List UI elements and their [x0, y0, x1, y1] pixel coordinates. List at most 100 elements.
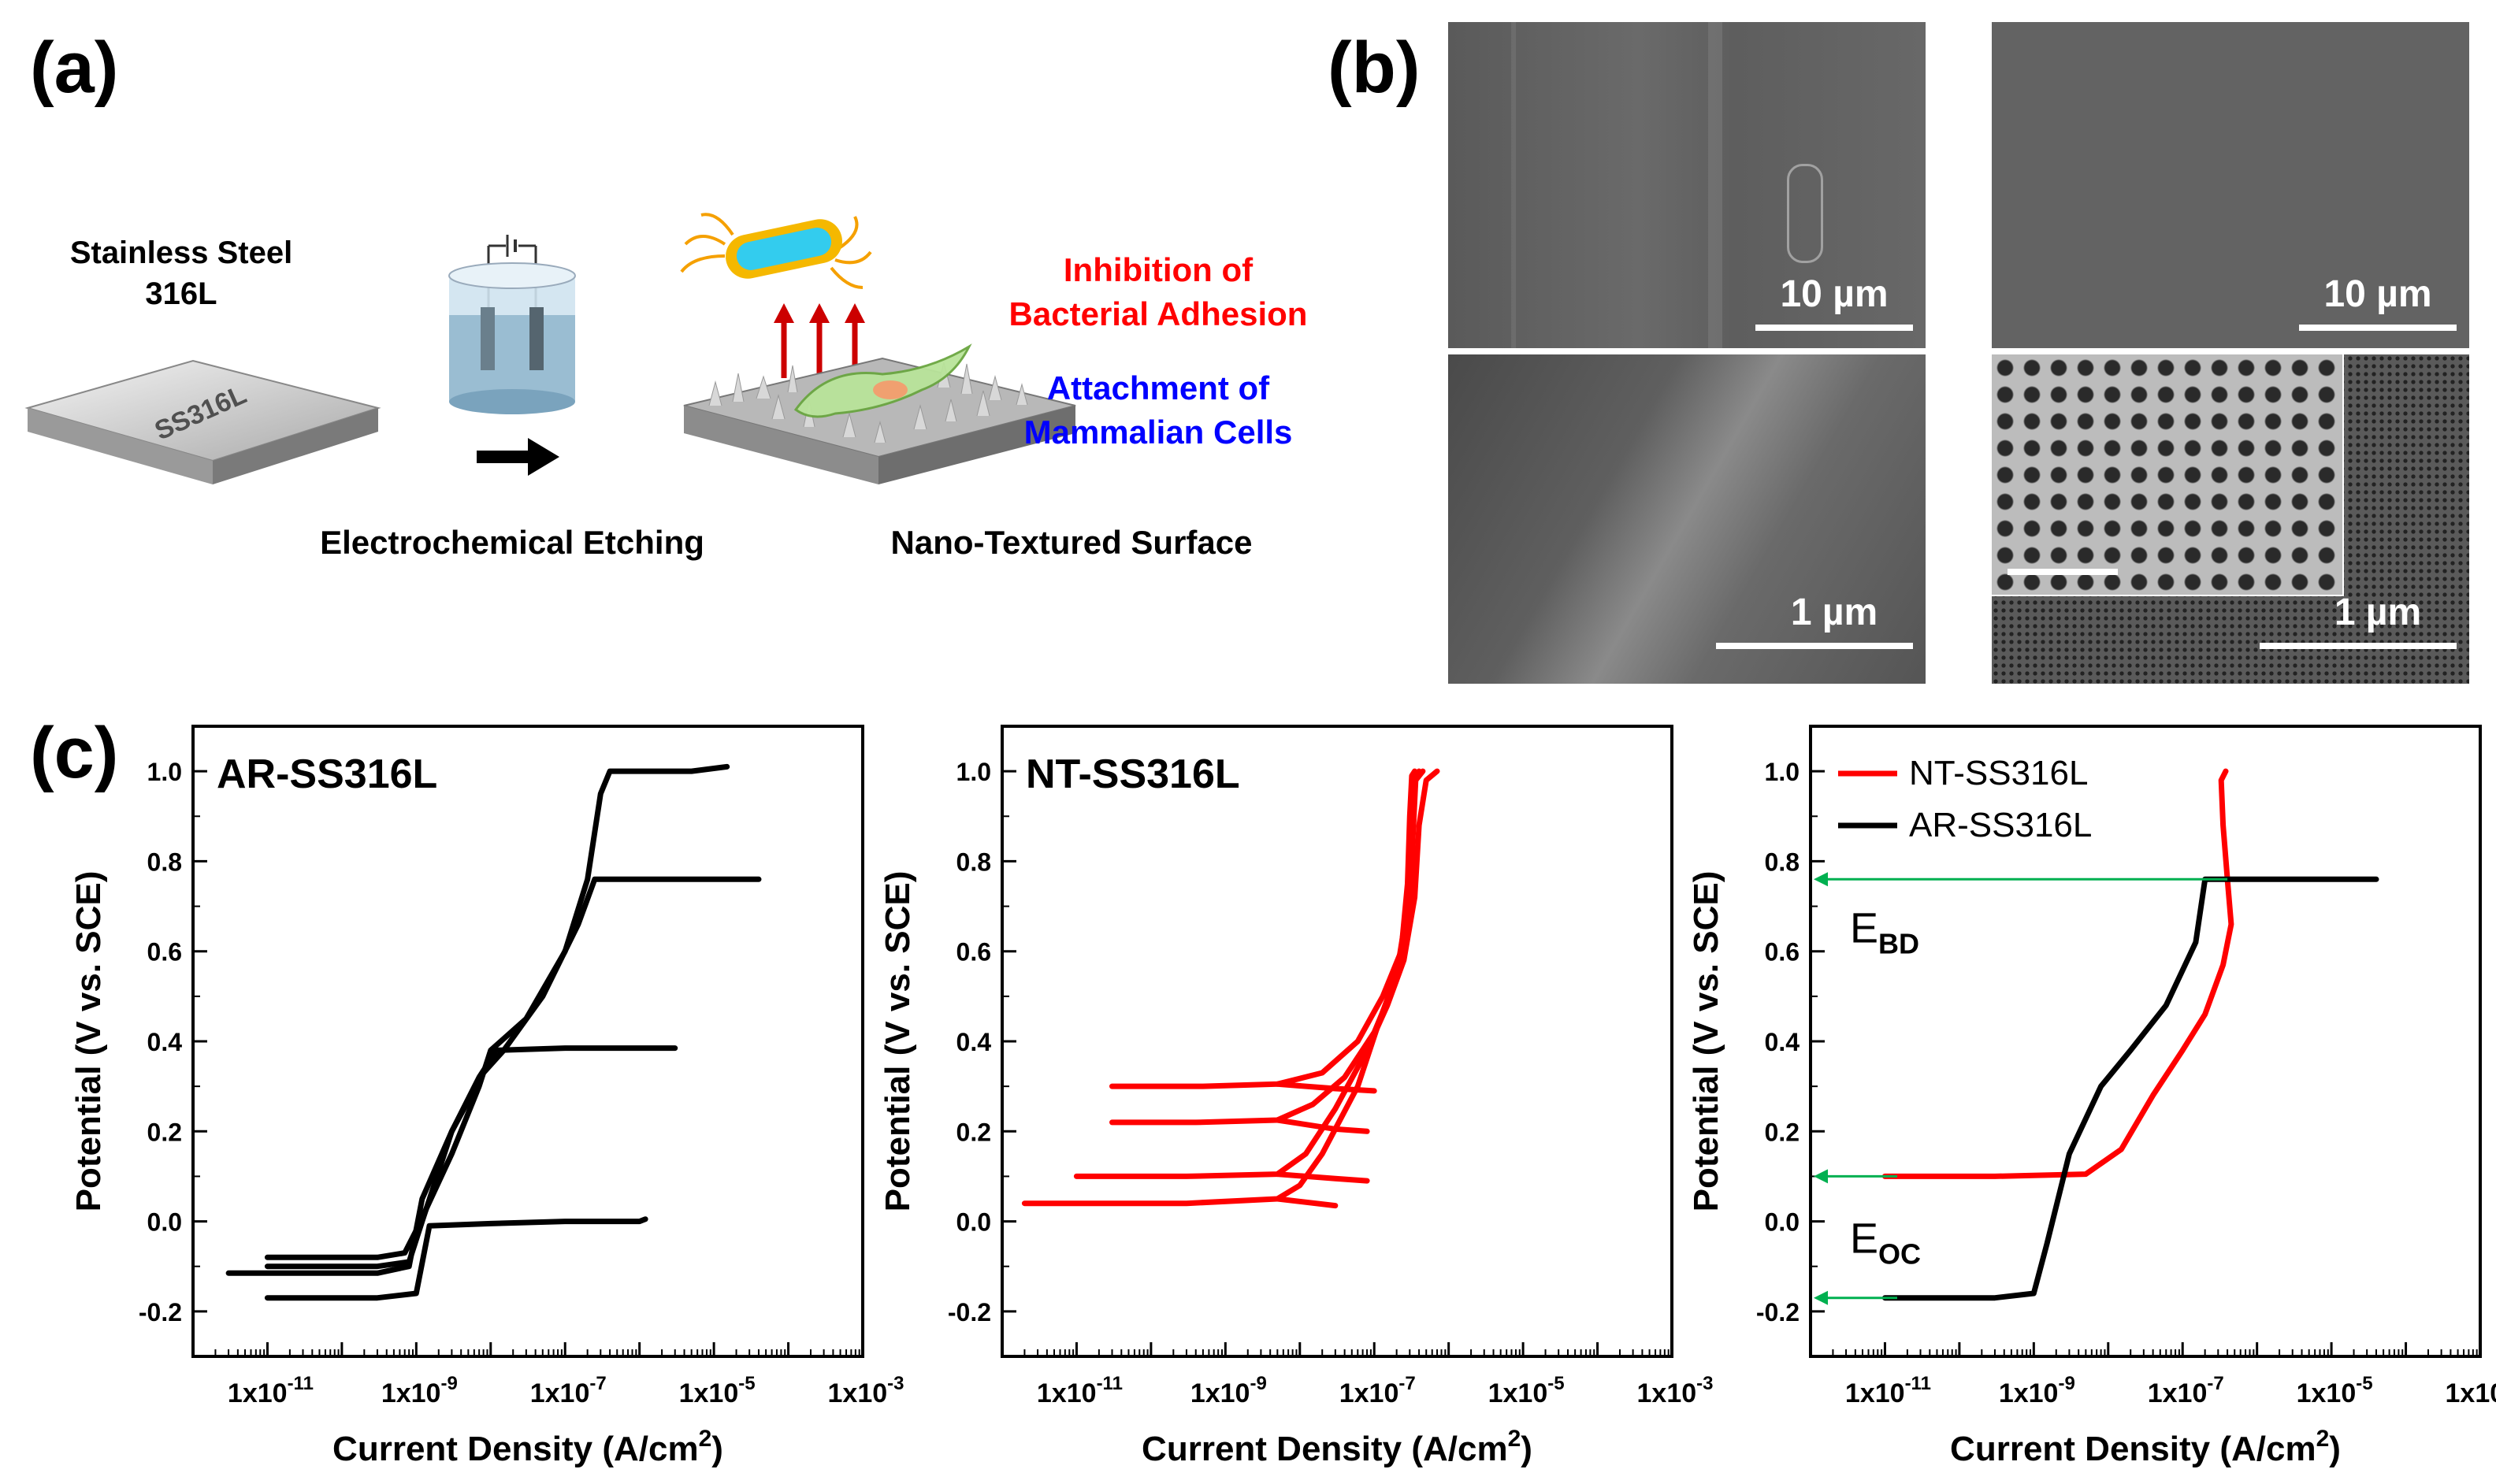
x-tick-label: 1x10-7: [530, 1373, 607, 1408]
x-axis-label: Current Density (A/cm2): [1950, 1426, 2341, 1468]
x-tick-base: 1x10: [679, 1378, 739, 1408]
y-tick-label: 0.2: [1765, 1118, 1800, 1146]
y-tick-label: 0.6: [147, 938, 182, 966]
y-tick-label: 1.0: [147, 758, 182, 786]
x-tick-label: 1x10-9: [1999, 1373, 2075, 1408]
step1-label: Electrochemical Etching: [320, 524, 704, 561]
x-tick-exponent: -11: [288, 1373, 314, 1394]
sem-ar-low-mag: 10 µm: [1448, 22, 1926, 348]
y-tick-label: 0.0: [147, 1208, 182, 1237]
x-tick-base: 1x10: [1037, 1378, 1097, 1408]
series-line: [264, 1045, 678, 1270]
series-line: [1021, 768, 1422, 1207]
legend-label: NT-SS316L: [1909, 754, 2088, 792]
x-axis-label-text: Current Density (A/cm: [332, 1430, 699, 1468]
reference-arrowhead: [1814, 1169, 1828, 1184]
step2-label: Nano-Textured Surface: [890, 524, 1253, 561]
chart-title: AR-SS316L: [217, 751, 437, 797]
series-line: [1274, 1196, 1339, 1209]
x-tick-base: 1x10: [2446, 1378, 2496, 1408]
scale-label: 1 µm: [2334, 592, 2422, 633]
y-tick-label: 0.4: [147, 1028, 183, 1056]
series-line: [1073, 768, 1440, 1179]
y-tick-label: -0.2: [139, 1298, 182, 1326]
x-tick-exponent: -11: [1097, 1373, 1123, 1394]
etching-cell-icon: [448, 235, 576, 414]
x-tick-label: 1x10-11: [1037, 1373, 1123, 1408]
x-tick-base: 1x10: [381, 1378, 441, 1408]
x-tick-base: 1x10: [2297, 1378, 2357, 1408]
attachment-label: Attachment of Mammalian Cells: [1023, 369, 1293, 451]
scale-label: 1 µm: [1790, 592, 1878, 633]
material-label: Stainless Steel 316L: [69, 236, 293, 311]
eoc-letter: E: [1850, 1215, 1878, 1263]
reference-arrowhead: [1814, 1290, 1828, 1305]
mammalian-cell-icon: [793, 343, 972, 418]
scale-label: 10 µm: [2323, 273, 2432, 315]
ebd-subscript: BD: [1878, 927, 1919, 959]
y-axis-label: Potential (V vs. SCE): [1687, 871, 1725, 1212]
x-tick-label: 1x10-7: [2148, 1373, 2224, 1408]
x-tick-exponent: -9: [440, 1373, 457, 1394]
x-axis-label: Current Density (A/cm2): [332, 1426, 723, 1468]
chart-title: NT-SS316L: [1026, 751, 1240, 797]
inset-scale-bar: [2008, 569, 2118, 575]
x-tick-base: 1x10: [828, 1378, 888, 1408]
x-tick-base: 1x10: [1488, 1378, 1548, 1408]
x-tick-exponent: -9: [1250, 1373, 1266, 1394]
x-tick-label: 1x10-5: [1488, 1373, 1565, 1408]
y-tick-label: 0.0: [956, 1208, 991, 1237]
x-tick-label: 1x10-7: [1339, 1373, 1416, 1408]
x-axis-label-sup: 2: [1508, 1426, 1521, 1452]
x-tick-exponent: -5: [738, 1373, 755, 1394]
sem-nt-low-mag: 10 µm: [1992, 22, 2469, 348]
y-axis-label: Potential (V vs. SCE): [69, 871, 108, 1212]
x-tick-exponent: -3: [887, 1373, 904, 1394]
y-tick-label: 0.4: [1765, 1028, 1800, 1056]
scale-bar: [2260, 643, 2457, 649]
eoc-subscript: OC: [1878, 1238, 1921, 1271]
x-tick-base: 1x10: [1999, 1378, 2059, 1408]
y-tick-label: 0.2: [147, 1118, 182, 1146]
y-tick-label: 0.6: [956, 938, 991, 966]
x-tick-label: 1x10-3: [2446, 1373, 2496, 1408]
polarization-charts: 1x10-11 1x10-9 1x10-7 1x10-5 1x10-3-0.20.00.…: [69, 725, 2496, 1468]
ebd-letter: E: [1850, 904, 1878, 952]
x-tick-exponent: -7: [2207, 1373, 2223, 1394]
series-line: [1109, 768, 1418, 1089]
x-axis-label-end: ): [711, 1430, 723, 1468]
scale-bar: [1755, 325, 1913, 331]
x-axis-label-sup: 2: [699, 1426, 712, 1452]
y-tick-label: 0.8: [1765, 848, 1800, 876]
y-tick-label: 0.2: [956, 1118, 991, 1146]
y-tick-label: -0.2: [1756, 1298, 1800, 1326]
x-axis-label-end: ): [1521, 1430, 1532, 1468]
x-tick-label: 1x10-3: [1637, 1373, 1714, 1408]
y-tick-label: 0.0: [1765, 1208, 1800, 1237]
x-tick-base: 1x10: [1190, 1378, 1250, 1408]
chart-nt: 1x10-11 1x10-9 1x10-7 1x10-5 1x10-3-0.20.00.…: [878, 725, 1714, 1468]
reference-arrowhead: [1814, 872, 1828, 887]
x-tick-base: 1x10: [1845, 1378, 1905, 1408]
chart-comparison: 1x10-111x10-91x10-71x10-51x10-3-0.20.00.…: [1687, 725, 2496, 1468]
series-line: [1274, 1171, 1370, 1184]
panel-b-label: (b): [1328, 28, 1421, 108]
series-line: [264, 1216, 648, 1301]
legend-label: AR-SS316L: [1909, 806, 2092, 844]
process-arrow-icon: [477, 438, 559, 476]
x-axis-label-text: Current Density (A/cm: [1950, 1430, 2316, 1468]
y-tick-label: 1.0: [956, 758, 991, 786]
y-tick-label: -0.2: [948, 1298, 991, 1326]
x-tick-base: 1x10: [1637, 1378, 1697, 1408]
eoc-label: EOC: [1850, 1215, 1921, 1271]
series-line: [1881, 876, 2379, 1301]
x-tick-exponent: -7: [589, 1373, 606, 1394]
y-tick-label: 1.0: [1765, 758, 1800, 786]
series-line: [1881, 768, 2234, 1179]
panel-c-label: (c): [30, 713, 119, 793]
x-axis-label: Current Density (A/cm2): [1142, 1426, 1532, 1468]
series-line: [225, 876, 762, 1276]
x-tick-label: 1x10-3: [828, 1373, 904, 1408]
x-tick-base: 1x10: [228, 1378, 288, 1408]
x-tick-label: 1x10-11: [228, 1373, 314, 1408]
